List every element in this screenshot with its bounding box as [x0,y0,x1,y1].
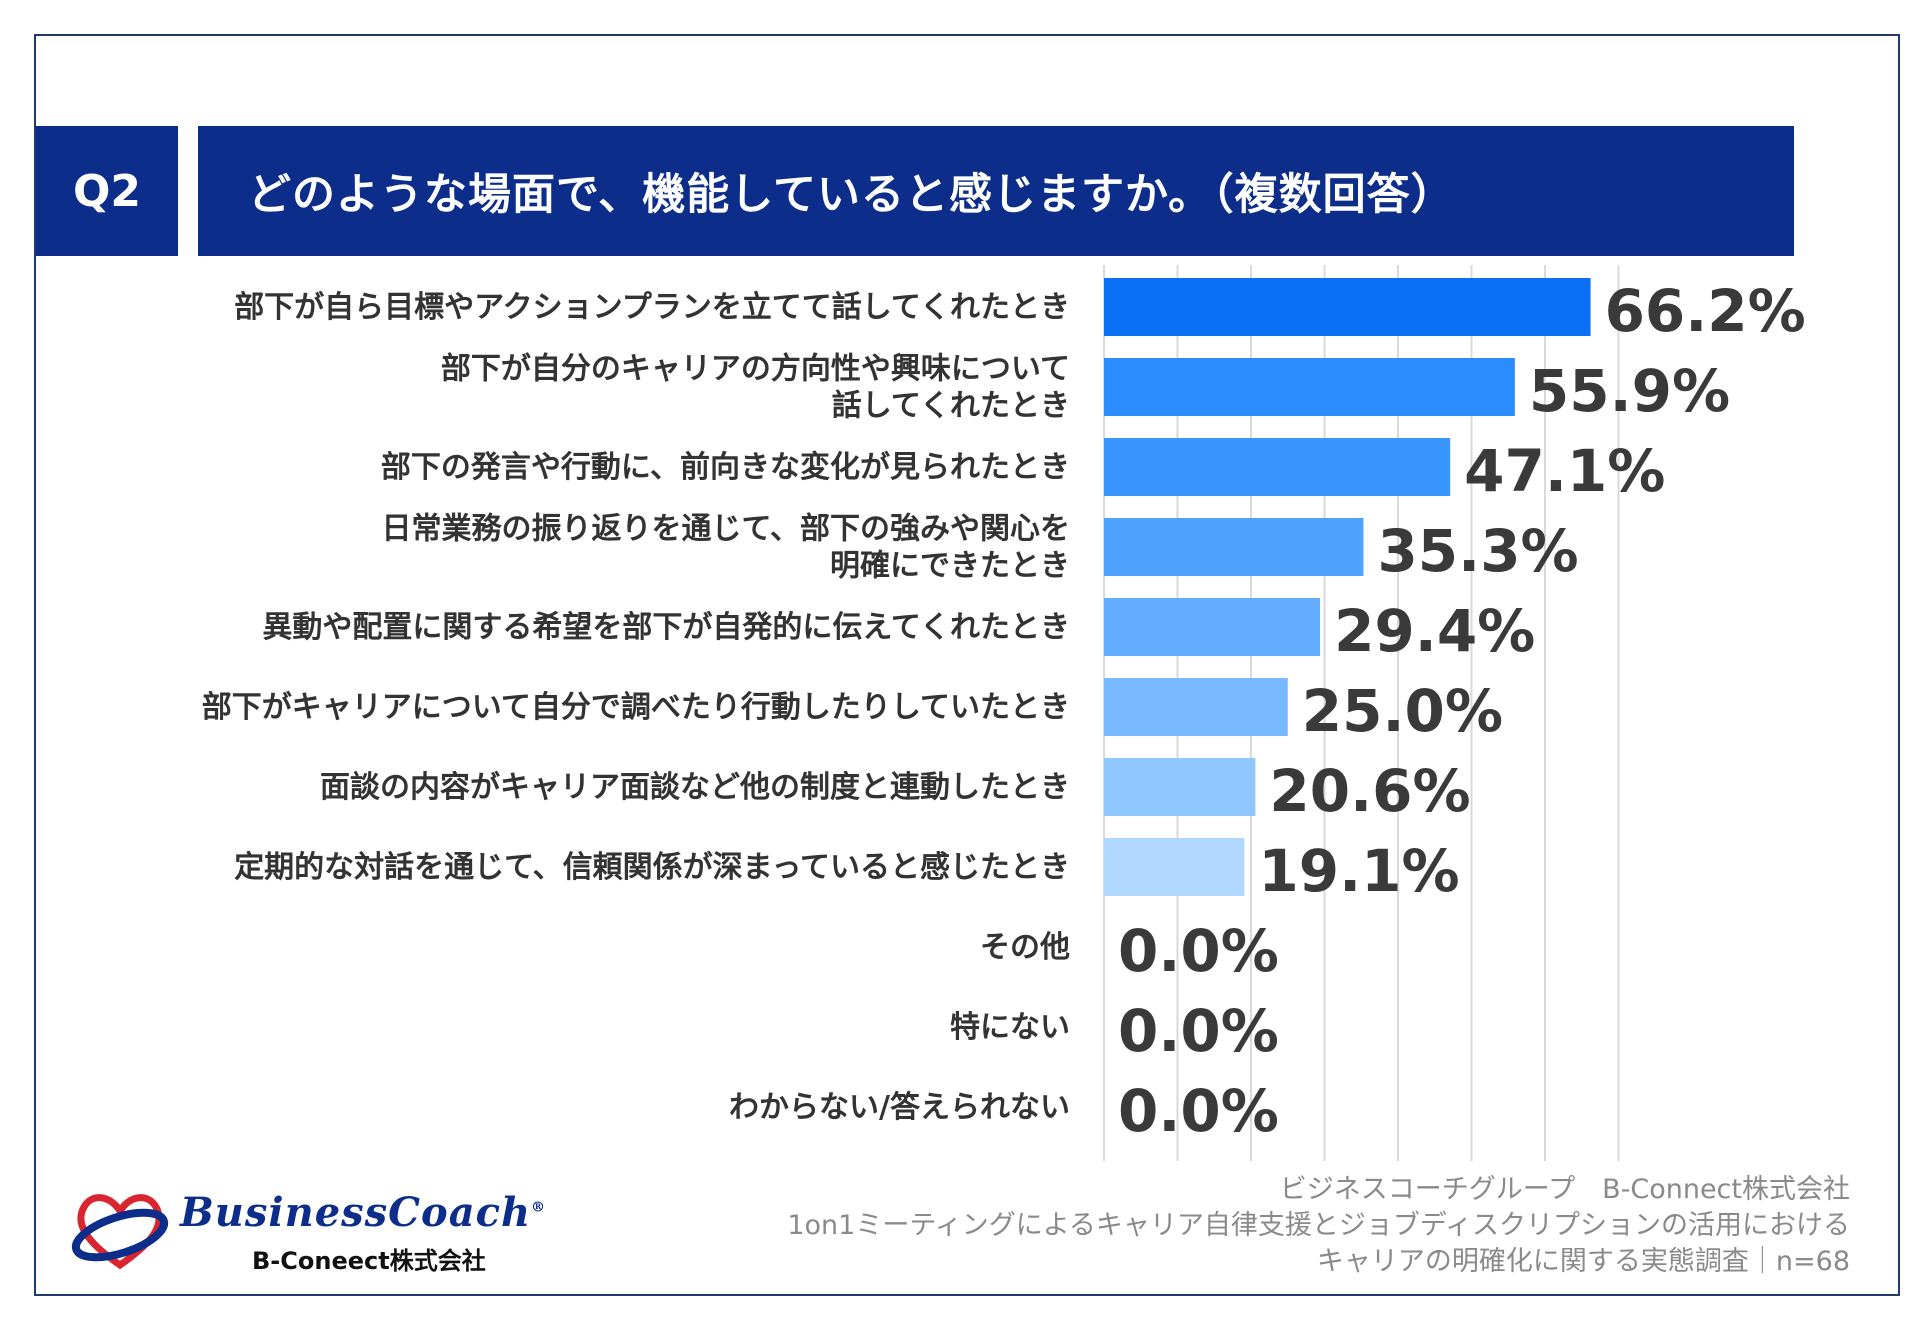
source-line-2: 1on1ミーティングによるキャリア自律支援とジョブディスクリプションの活用におけ… [787,1210,1850,1241]
category-label: 定期的な対話を通じて、信頼関係が深まっていると感じたとき [234,850,1070,885]
value-label: 25.0% [1302,677,1503,745]
value-label: 0.0% [1118,917,1279,985]
category-label: 異動や配置に関する希望を部下が自発的に伝えてくれたとき [262,610,1070,645]
category-label: 部下が自分のキャリアの方向性や興味について [441,352,1070,387]
category-label: 部下の発言や行動に、前向きな変化が見られたとき [381,450,1070,485]
category-label: 明確にできたとき [830,549,1070,584]
source-note: ビジネスコーチグループ B-Connect株式会社 1on1ミーティングによるキ… [787,1172,1850,1280]
value-label: 55.9% [1529,357,1730,425]
bar [1104,278,1591,336]
bar [1104,598,1321,656]
value-label: 20.6% [1269,757,1470,825]
value-label: 29.4% [1334,597,1535,665]
category-label: 部下が自ら目標やアクションプランを立てて話してくれたとき [234,290,1070,325]
value-label: 0.0% [1118,997,1279,1065]
bar [1104,678,1288,736]
bar [1104,838,1245,896]
logo-company: B-Coneect株式会社 [252,1247,486,1275]
question-number-badge: Q2 [36,126,178,256]
category-label: 特にない [950,1010,1070,1045]
value-label: 35.3% [1377,517,1578,585]
logo-wordmark: BusinessCoach® [180,1189,547,1236]
bar [1104,758,1256,816]
category-label: 話してくれたとき [832,389,1070,424]
bar [1104,438,1451,496]
value-label: 47.1% [1464,437,1665,505]
value-label: 19.1% [1258,837,1459,905]
category-label: 日常業務の振り返りを通じて、部下の強みや関心を [382,512,1071,547]
category-label: 部下がキャリアについて自分で調べたり行動したりしていたとき [202,690,1070,725]
category-label: 面談の内容がキャリア面談など他の制度と連動したとき [320,770,1070,805]
business-coach-logo: BusinessCoach® B-Coneect株式会社 [70,1183,590,1283]
category-label: わからない/答えられない [729,1090,1070,1125]
source-line-3: キャリアの明確化に関する実態調査｜n=68 [1316,1246,1850,1277]
chart-frame: Q2 どのような場面で、機能していると感じますか。（複数回答） [34,34,1900,1296]
value-label: 66.2% [1605,277,1806,345]
source-line-1: ビジネスコーチグループ B-Connect株式会社 [1279,1174,1850,1205]
bar [1104,358,1515,416]
category-label: その他 [980,930,1070,965]
heart-globe-icon [71,1194,169,1270]
value-label: 0.0% [1118,1077,1279,1145]
bar [1104,518,1364,576]
question-title: どのような場面で、機能していると感じますか。（複数回答） [198,126,1794,256]
